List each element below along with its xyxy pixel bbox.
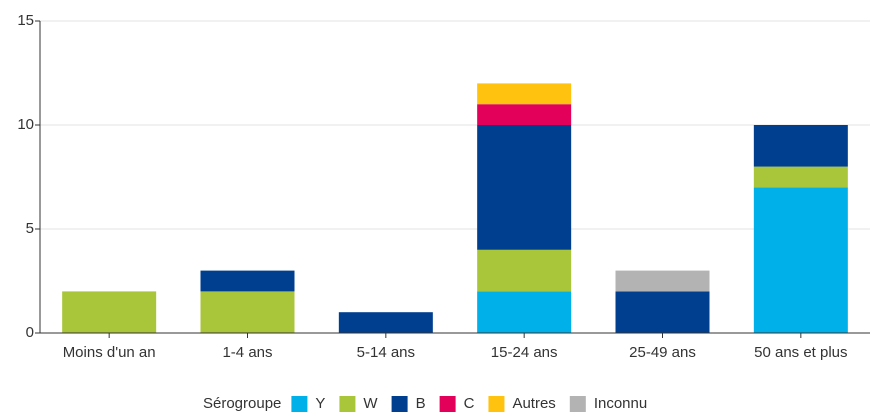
legend-swatch bbox=[488, 396, 505, 412]
x-tick-label: 1-4 ans bbox=[222, 344, 272, 361]
bar-segment bbox=[615, 291, 710, 333]
legend-swatch bbox=[569, 396, 586, 412]
legend-swatch bbox=[391, 396, 408, 412]
y-tick-label: 10 bbox=[17, 116, 34, 133]
legend-label: Y bbox=[315, 395, 325, 412]
x-tick-label: 25-49 ans bbox=[629, 344, 696, 361]
bar-segment bbox=[338, 312, 433, 333]
legend-label: Autres bbox=[512, 395, 555, 412]
y-tick-label: 5 bbox=[26, 220, 34, 237]
bar-segment bbox=[477, 291, 572, 333]
legend-label: Inconnu bbox=[594, 395, 647, 412]
bar-segment bbox=[753, 125, 848, 167]
bar-segment bbox=[753, 187, 848, 333]
legend-label: C bbox=[464, 395, 475, 412]
x-tick-label: 50 ans et plus bbox=[754, 344, 847, 361]
y-tick-label: 15 bbox=[17, 12, 34, 29]
bar-segment bbox=[62, 291, 157, 333]
bar-segment bbox=[477, 104, 572, 125]
bar-segment bbox=[615, 270, 710, 292]
legend-swatch bbox=[439, 396, 456, 412]
bar-segment bbox=[200, 291, 295, 333]
x-tick-label: 5-14 ans bbox=[357, 344, 415, 361]
bar-segment bbox=[200, 270, 295, 292]
legend-label: B bbox=[416, 395, 426, 412]
bar-segment bbox=[477, 83, 572, 105]
legend-swatch bbox=[291, 396, 308, 412]
x-tick-label: 15-24 ans bbox=[491, 344, 558, 361]
bar-segment bbox=[753, 166, 848, 188]
y-tick-label: 0 bbox=[26, 324, 34, 341]
legend-swatch bbox=[339, 396, 356, 412]
legend-title: Sérogroupe bbox=[203, 395, 281, 412]
bar-segment bbox=[477, 249, 572, 292]
bar-segment bbox=[477, 125, 572, 250]
legend-label: W bbox=[363, 395, 378, 412]
x-tick-label: Moins d'un an bbox=[63, 344, 156, 361]
